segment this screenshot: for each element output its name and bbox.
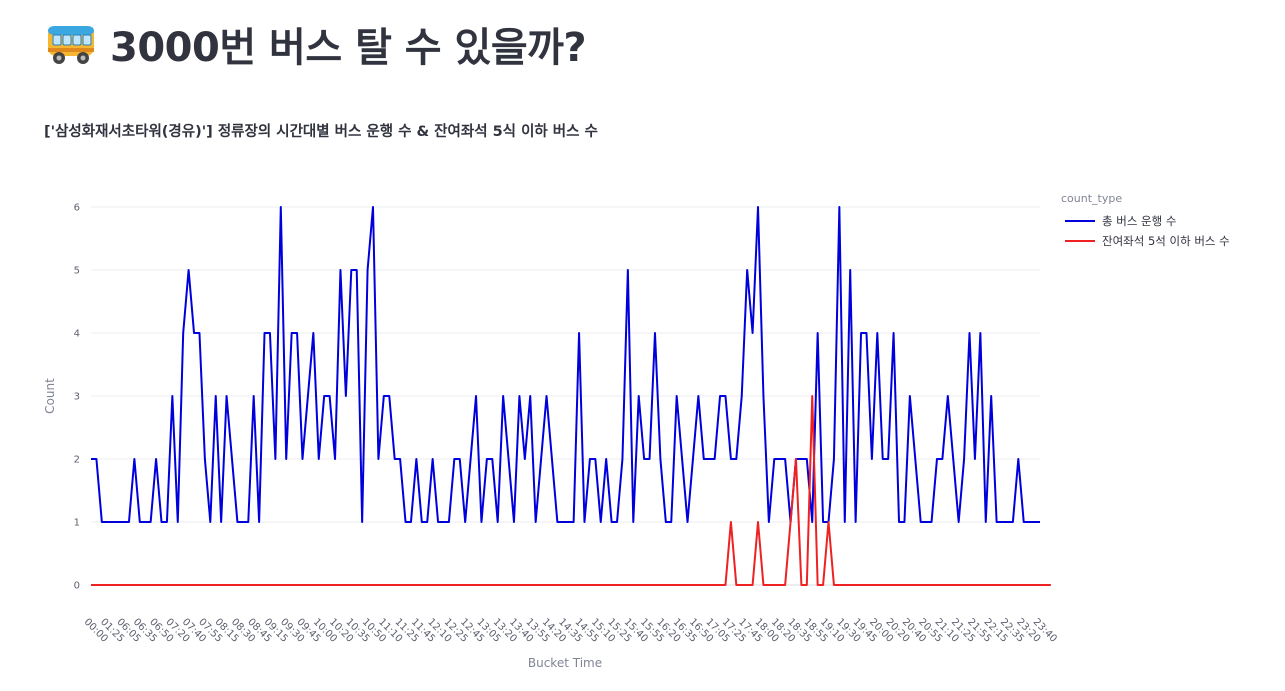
y-tick-label: 4 — [74, 329, 80, 340]
chart-title: ['삼성화재서초타워(경유)'] 정류장의 시간대별 버스 운행 수 & 잔여좌… — [44, 124, 598, 140]
legend-item-low-seats[interactable]: 잔여좌석 5석 이하 버스 수 — [1061, 231, 1230, 251]
y-axis-ticks: 0 1 2 3 4 5 6 — [74, 203, 80, 592]
legend-label-low-seats: 잔여좌석 5석 이하 버스 수 — [1102, 234, 1230, 248]
series-lines — [91, 206, 1051, 586]
page-title: 3000번 버스 탈 수 있을까? — [110, 25, 587, 71]
y-axis-title: Count — [43, 378, 57, 414]
x-axis-ticks: 00:0001:2506:0506:3506:5007:2007:4007:55… — [82, 617, 1059, 645]
legend-label-total: 총 버스 운행 수 — [1102, 214, 1177, 228]
legend-item-total[interactable]: 총 버스 운행 수 — [1061, 211, 1230, 231]
y-tick-label: 5 — [74, 266, 80, 277]
y-tick-label: 3 — [74, 392, 80, 403]
legend-title: count_type — [1061, 192, 1123, 205]
page-header: 3000번 버스 탈 수 있을까? — [46, 14, 587, 74]
grid-lines — [91, 206, 1040, 586]
y-tick-label: 6 — [74, 203, 80, 214]
series-line-total-buses[interactable] — [91, 206, 1040, 523]
y-tick-label: 1 — [74, 518, 80, 529]
x-axis-title: Bucket Time — [528, 656, 602, 670]
bus-icon — [48, 26, 94, 64]
series-line-low-seat-buses[interactable] — [91, 395, 1051, 586]
legend-swatch-low-seats — [1065, 240, 1095, 242]
legend-swatch-total — [1065, 220, 1095, 222]
y-tick-label: 2 — [74, 455, 80, 466]
legend: count_type 총 버스 운행 수 잔여좌석 5석 이하 버스 수 — [1061, 192, 1230, 251]
y-tick-label: 0 — [74, 581, 80, 592]
